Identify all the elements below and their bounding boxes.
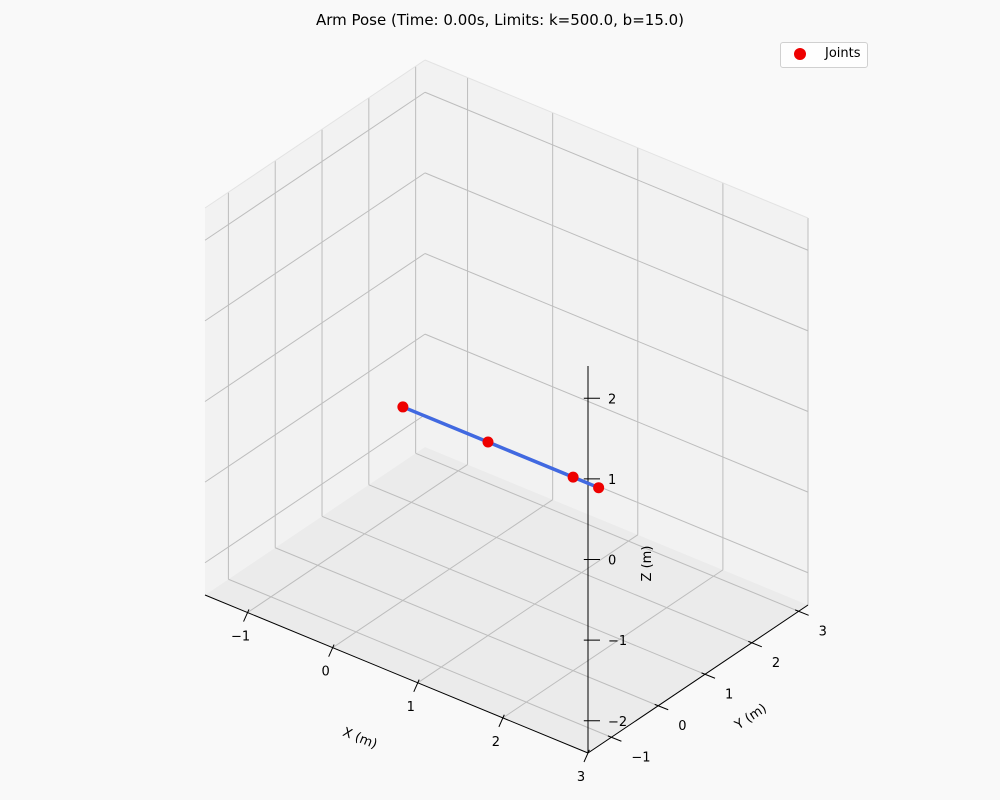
legend-marker-joints bbox=[794, 48, 806, 60]
y-axis-line bbox=[587, 604, 809, 754]
y-tick-label: 2 bbox=[772, 656, 780, 671]
grid-line-z-side bbox=[204, 333, 426, 483]
x-tick bbox=[243, 609, 250, 622]
axis-ticks: −1 0 1 2 3 −1 0 1 2 3 −2 −1 0 1 2 bbox=[231, 392, 827, 785]
joint-marker-3 bbox=[593, 482, 605, 494]
grid-line-z-back bbox=[424, 253, 809, 412]
y-tick bbox=[794, 609, 809, 616]
joint-marker-2 bbox=[567, 471, 579, 483]
y-tick bbox=[654, 703, 669, 711]
y-tick-label: 0 bbox=[678, 719, 686, 734]
x-axis-label: X (m) bbox=[340, 725, 379, 752]
grid-line-z-side bbox=[204, 414, 426, 564]
chart-title: Arm Pose (Time: 0.00s, Limits: k=500.0, … bbox=[315, 11, 685, 29]
z-tick-label: 2 bbox=[608, 392, 616, 407]
grid-line-y-floor bbox=[228, 578, 612, 738]
z-tick-label: 0 bbox=[608, 554, 616, 569]
y-tick-label: 1 bbox=[725, 687, 733, 702]
y-tick-label: −1 bbox=[631, 750, 650, 765]
y-tick bbox=[701, 672, 716, 679]
legend-label-joints: Joints bbox=[825, 46, 861, 61]
grid-line-y-floor bbox=[415, 452, 799, 612]
x-axis-line bbox=[204, 594, 589, 754]
grid-lines bbox=[204, 59, 809, 754]
x-tick-label: −1 bbox=[231, 630, 250, 645]
y-axis-label: Y (m) bbox=[732, 701, 770, 734]
x-tick-label: 2 bbox=[492, 735, 500, 750]
pane-z bbox=[205, 447, 808, 753]
x-tick-label: 0 bbox=[322, 665, 330, 680]
data-series bbox=[397, 401, 605, 494]
z-tick-label: −1 bbox=[608, 634, 627, 649]
x-tick bbox=[583, 749, 590, 763]
y-tick-label: 3 bbox=[819, 624, 827, 639]
grid-line-z-side bbox=[204, 172, 426, 322]
z-tick-label: 1 bbox=[608, 473, 616, 488]
z-axis-label: Z (m) bbox=[640, 546, 655, 582]
legend: Joints bbox=[780, 42, 868, 68]
pane-edge bbox=[424, 59, 809, 219]
joint-marker-0 bbox=[397, 401, 409, 413]
grid-line-x-floor bbox=[417, 534, 639, 684]
pane-edge bbox=[204, 59, 426, 209]
grid-line-x-floor bbox=[332, 499, 553, 649]
x-tick bbox=[328, 644, 335, 657]
grid-line-y-floor bbox=[321, 515, 706, 675]
y-tick bbox=[607, 735, 622, 742]
grid-line-y-floor bbox=[275, 547, 659, 707]
grid-line-z-side bbox=[204, 253, 426, 402]
x-tick-label: 1 bbox=[407, 700, 415, 715]
grid-line-x-floor bbox=[502, 569, 724, 719]
y-tick bbox=[748, 640, 763, 648]
joint-marker-1 bbox=[482, 436, 494, 448]
x-tick bbox=[498, 714, 505, 728]
z-tick-label: −2 bbox=[608, 715, 627, 730]
grid-line-z-back bbox=[424, 91, 809, 251]
grid-line-z-back bbox=[424, 333, 809, 493]
grid-line-z-side bbox=[204, 91, 426, 241]
arm-link-line bbox=[401, 405, 601, 490]
x-tick-label: 3 bbox=[577, 770, 585, 785]
grid-line-y-floor bbox=[368, 484, 753, 644]
grid-line-x-floor bbox=[247, 464, 468, 613]
grid-line-z-back bbox=[424, 172, 809, 332]
x-tick bbox=[413, 679, 420, 692]
axis-panes bbox=[205, 60, 808, 753]
